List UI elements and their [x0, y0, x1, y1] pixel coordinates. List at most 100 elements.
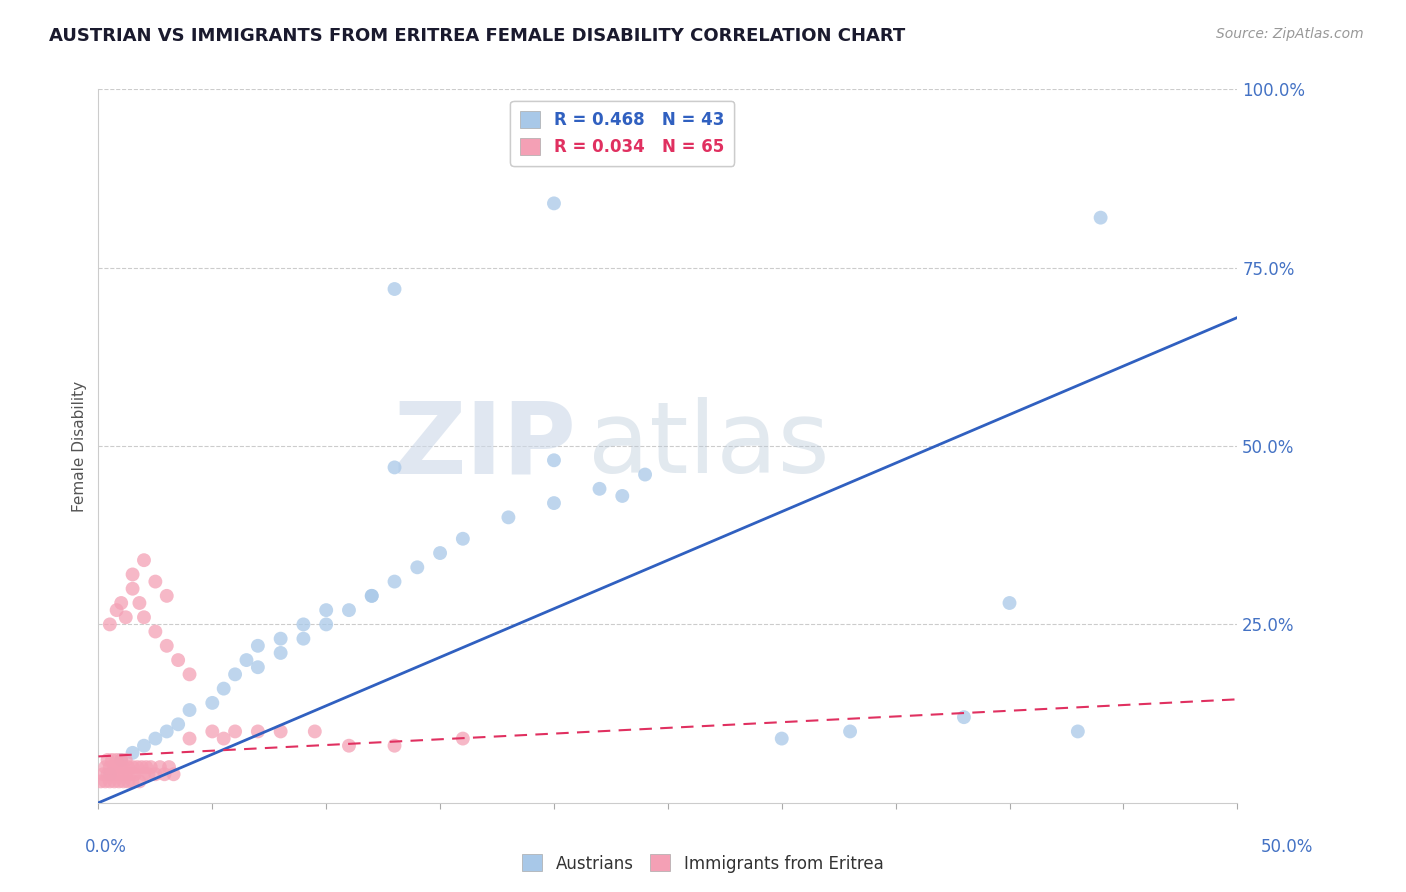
Point: [179, 731, 201, 746]
Point: [105, 767, 128, 781]
Point: [612, 489, 634, 503]
Point: [138, 767, 160, 781]
Point: [337, 739, 360, 753]
Point: [451, 731, 474, 746]
Point: [98, 617, 121, 632]
Point: [235, 653, 257, 667]
Point: [120, 767, 142, 781]
Point: [498, 510, 520, 524]
Point: [167, 717, 190, 731]
Point: [121, 746, 143, 760]
Point: [406, 560, 429, 574]
Point: [157, 760, 180, 774]
Point: [103, 760, 125, 774]
Point: [839, 724, 862, 739]
Point: [179, 667, 201, 681]
Point: [167, 653, 190, 667]
Point: [315, 617, 337, 632]
Point: [114, 753, 136, 767]
Point: [132, 739, 155, 753]
Point: [292, 632, 315, 646]
Point: [149, 760, 172, 774]
Point: [96, 753, 118, 767]
Point: [1090, 211, 1112, 225]
Point: [246, 724, 269, 739]
Y-axis label: Female Disability: Female Disability: [72, 380, 87, 512]
Point: [94, 774, 117, 789]
Point: [998, 596, 1021, 610]
Point: [201, 696, 224, 710]
Point: [145, 624, 167, 639]
Point: [224, 724, 246, 739]
Point: [128, 774, 150, 789]
Point: [145, 767, 167, 781]
Point: [145, 731, 167, 746]
Point: [117, 760, 139, 774]
Point: [337, 603, 360, 617]
Point: [212, 731, 235, 746]
Point: [110, 767, 132, 781]
Legend: R = 0.468   N = 43, R = 0.034   N = 65: R = 0.468 N = 43, R = 0.034 N = 65: [510, 101, 734, 166]
Point: [117, 774, 139, 789]
Point: [128, 596, 150, 610]
Point: [110, 753, 132, 767]
Point: [162, 767, 184, 781]
Point: [384, 460, 406, 475]
Legend: Austrians, Immigrants from Eritrea: Austrians, Immigrants from Eritrea: [516, 847, 890, 880]
Point: [588, 482, 610, 496]
Point: [132, 610, 155, 624]
Text: ZIP: ZIP: [394, 398, 576, 494]
Point: [201, 724, 224, 739]
Point: [127, 760, 149, 774]
Point: [105, 753, 128, 767]
Point: [429, 546, 451, 560]
Point: [139, 760, 162, 774]
Point: [112, 774, 135, 789]
Point: [179, 703, 201, 717]
Point: [634, 467, 657, 482]
Point: [543, 453, 565, 467]
Point: [292, 617, 315, 632]
Point: [105, 603, 128, 617]
Point: [108, 760, 131, 774]
Point: [90, 774, 112, 789]
Point: [110, 596, 132, 610]
Point: [108, 774, 131, 789]
Point: [270, 646, 292, 660]
Point: [112, 760, 135, 774]
Point: [132, 553, 155, 567]
Point: [103, 774, 125, 789]
Point: [98, 760, 121, 774]
Point: [153, 767, 176, 781]
Point: [224, 667, 246, 681]
Text: Source: ZipAtlas.com: Source: ZipAtlas.com: [1216, 27, 1364, 41]
Point: [110, 753, 132, 767]
Point: [246, 639, 269, 653]
Point: [98, 767, 121, 781]
Point: [94, 760, 117, 774]
Point: [315, 603, 337, 617]
Point: [270, 724, 292, 739]
Point: [156, 724, 179, 739]
Point: [543, 196, 565, 211]
Point: [384, 282, 406, 296]
Point: [246, 660, 269, 674]
Point: [360, 589, 382, 603]
Point: [121, 567, 143, 582]
Point: [1067, 724, 1090, 739]
Point: [96, 767, 118, 781]
Point: [270, 632, 292, 646]
Point: [156, 589, 179, 603]
Point: [98, 774, 121, 789]
Point: [91, 767, 114, 781]
Point: [131, 760, 153, 774]
Point: [156, 639, 179, 653]
Text: 50.0%: 50.0%: [1260, 838, 1313, 855]
Point: [101, 753, 124, 767]
Point: [953, 710, 976, 724]
Point: [121, 582, 143, 596]
Text: 0.0%: 0.0%: [84, 838, 127, 855]
Point: [121, 774, 143, 789]
Point: [384, 739, 406, 753]
Text: AUSTRIAN VS IMMIGRANTS FROM ERITREA FEMALE DISABILITY CORRELATION CHART: AUSTRIAN VS IMMIGRANTS FROM ERITREA FEMA…: [49, 27, 905, 45]
